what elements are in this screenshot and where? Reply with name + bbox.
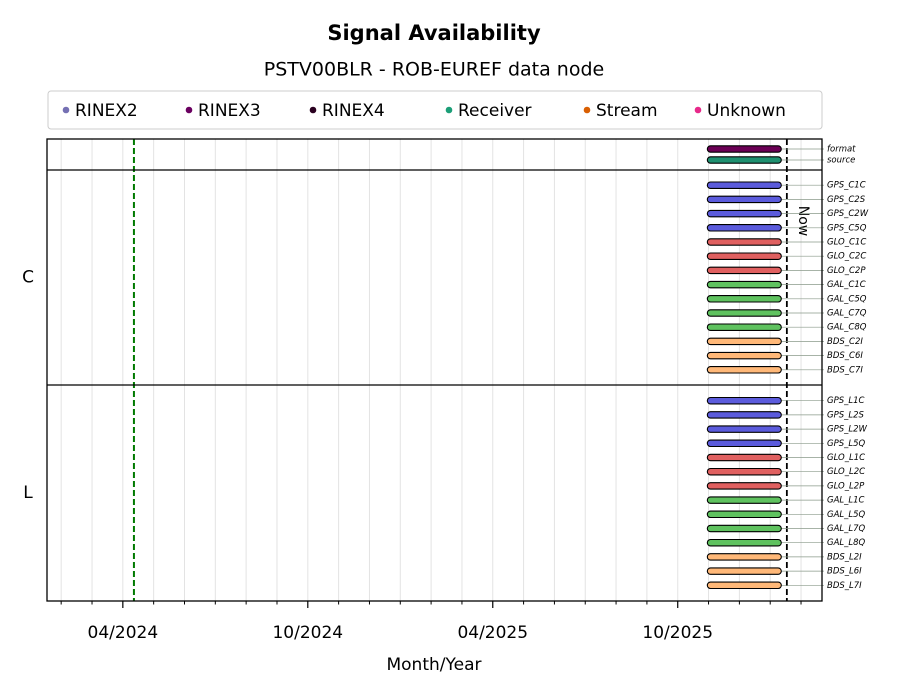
availability-bar	[706, 145, 782, 153]
legend-label: RINEX4	[322, 101, 385, 121]
availability-bar	[706, 411, 782, 419]
availability-bar	[706, 510, 782, 519]
availability-bar	[706, 425, 782, 433]
availability-bar	[706, 238, 782, 246]
availability-bar	[706, 266, 782, 275]
row-label: GLO_L2P	[827, 481, 865, 491]
legend-box	[47, 90, 823, 130]
row-label: GAL_C5Q	[827, 294, 867, 304]
legend-label: Stream	[596, 101, 658, 121]
availability-bar	[706, 538, 782, 547]
availability-bar	[706, 453, 782, 462]
row-label: GAL_C1C	[827, 280, 866, 290]
row-label: BDS_C2I	[827, 337, 863, 347]
legend-label: RINEX3	[198, 101, 261, 121]
row-label: GLO_L1C	[827, 453, 865, 463]
availability-bar	[706, 337, 782, 346]
row-label: BDS_L6I	[827, 567, 862, 577]
availability-bar	[706, 581, 782, 590]
availability-bar	[706, 366, 782, 374]
row-label: GLO_L2C	[827, 467, 865, 477]
row-label: GLO_C2C	[827, 252, 866, 262]
row-label: GAL_L8Q	[827, 538, 866, 548]
row-label: GLO_C2P	[827, 266, 866, 276]
row-label: BDS_L2I	[827, 552, 862, 562]
x-axis-label: Month/Year	[386, 655, 481, 675]
legend-label: Receiver	[458, 101, 532, 121]
row-label: GPS_L2W	[827, 425, 868, 435]
availability-bar	[706, 553, 782, 561]
row-label: GPS_L5Q	[827, 439, 866, 449]
row-label: GPS_L1C	[827, 396, 865, 406]
availability-bar	[706, 524, 782, 533]
availability-bar	[706, 224, 782, 232]
chart-subtitle: PSTV00BLR - ROB-EUREF data node	[264, 59, 604, 81]
availability-bar	[706, 467, 782, 476]
availability-bar	[706, 309, 782, 317]
legend-marker	[694, 106, 702, 114]
row-label: BDS_L7I	[827, 581, 862, 591]
row-label: GAL_C7Q	[827, 309, 867, 319]
row-label: GPS_L2S	[827, 410, 865, 420]
availability-bar	[706, 280, 782, 289]
now-label: Now	[795, 206, 811, 237]
row-label: GAL_L1C	[827, 496, 865, 506]
row-label: GAL_C8Q	[827, 323, 867, 333]
legend-label: RINEX2	[75, 101, 138, 121]
availability-bar	[706, 496, 782, 504]
chart-title: Signal Availability	[327, 21, 541, 45]
legend-marker	[185, 106, 193, 114]
x-tick-label: 04/2024	[88, 623, 159, 643]
row-label: GPS_C5Q	[827, 223, 867, 233]
row-label: GAL_L5Q	[827, 510, 866, 520]
x-tick-label: 10/2024	[272, 623, 343, 643]
legend-marker	[62, 106, 70, 114]
row-label: BDS_C6I	[827, 351, 863, 361]
availability-bar	[706, 295, 782, 303]
legend-marker	[583, 106, 591, 114]
panel-label: L	[23, 483, 33, 503]
row-label: format	[827, 145, 856, 155]
availability-bar	[706, 181, 782, 189]
row-label: GPS_C1C	[827, 181, 866, 191]
availability-bar	[706, 396, 782, 405]
legend-label: Unknown	[707, 101, 786, 121]
legend-marker	[309, 106, 317, 114]
availability-bar	[706, 323, 782, 331]
availability-bar	[706, 209, 782, 218]
availability-bar	[706, 195, 782, 204]
availability-bar	[706, 252, 782, 260]
availability-bar	[706, 482, 782, 490]
row-label: BDS_C7I	[827, 365, 863, 375]
legend-marker	[445, 106, 453, 114]
availability-bar	[706, 156, 782, 164]
availability-bar	[706, 567, 782, 575]
panel-label: C	[22, 268, 34, 288]
row-label: source	[827, 156, 855, 166]
plot-frame	[46, 138, 823, 602]
row-label: GAL_L7Q	[827, 524, 866, 534]
x-tick-label: 04/2025	[457, 623, 528, 643]
x-tick-label: 10/2025	[642, 623, 713, 643]
availability-bar	[706, 351, 782, 360]
row-label: GPS_C2W	[827, 209, 869, 219]
row-label: GLO_C1C	[827, 238, 866, 248]
row-label: GPS_C2S	[827, 195, 866, 205]
availability-bar	[706, 439, 782, 448]
